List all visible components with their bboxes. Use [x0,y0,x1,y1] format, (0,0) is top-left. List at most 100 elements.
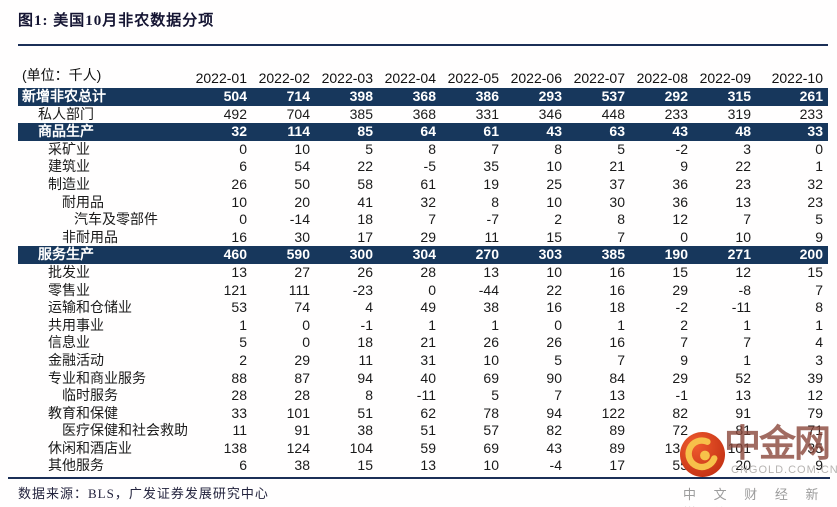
value-cell: 13 [483,263,499,280]
value-cell: 10 [231,193,247,210]
value-cell: 78 [483,404,499,421]
value-cell: 1 [491,316,499,333]
value-cell: 89 [609,422,625,439]
value-cell: 1 [617,316,625,333]
value-cell: 15 [807,263,823,280]
value-cell: 21 [609,158,625,175]
value-cell: 52 [735,369,751,386]
value-cell: 26 [231,175,247,192]
value-cell: 5 [815,211,823,228]
value-cell: 7 [743,211,751,228]
value-cell: 35 [483,158,499,175]
value-cell: 6 [239,457,247,474]
value-cell: 346 [538,105,562,122]
row-label: 私人部门 [38,105,94,122]
table-row: 医疗保健和社会救助 11 91 38 51 57 82 89 72 81 71 [18,422,828,440]
value-cell: 69 [483,439,499,456]
value-cell: 30 [609,193,625,210]
value-cell: 21 [420,334,436,351]
value-cell: 15 [357,457,373,474]
value-cell: 5 [554,351,562,368]
table-row: 临时服务 28 28 8 -11 5 7 13 -1 13 12 [18,387,828,405]
value-cell: 13 [735,193,751,210]
value-cell: 10 [483,351,499,368]
value-cell: 12 [672,211,688,228]
unit-label: (单位：千人) [22,67,102,83]
value-cell: -8 [738,281,751,298]
value-cell: 7 [428,211,436,228]
value-cell: 36 [672,175,688,192]
column-header: 2022-03 [321,70,373,86]
value-cell: 22 [357,158,373,175]
table-row: 批发业 13 27 26 28 13 10 16 15 12 15 [18,264,828,282]
value-cell: 537 [601,88,625,104]
value-cell: 16 [609,334,625,351]
value-cell: 504 [223,88,247,104]
value-cell: 43 [546,439,562,456]
value-cell: 72 [672,422,688,439]
value-cell: 18 [357,334,373,351]
value-cell: 303 [538,246,562,263]
watermark-domain: CNGOLD.COM.CN [731,464,837,476]
value-cell: 38 [294,457,310,474]
value-cell: -5 [423,158,436,175]
value-cell: 2 [239,351,247,368]
value-cell: 5 [365,140,373,157]
value-cell: 20 [735,457,751,474]
value-cell: 20 [294,193,310,210]
value-cell: 61 [483,123,499,140]
value-cell: 0 [680,228,688,245]
table-row: 耐用品 10 20 41 32 8 10 30 36 13 23 [18,194,828,212]
value-cell: 81 [735,422,751,439]
value-cell: 7 [680,334,688,351]
table-row: 新增非农总计 504 714 398 368 386 293 537 292 315 261 [18,88,828,106]
column-header: 2022-02 [258,70,310,86]
value-cell: 261 [799,88,823,104]
value-cell: 41 [357,193,373,210]
value-cell: 63 [609,123,625,140]
value-cell: 30 [294,228,310,245]
value-cell: 11 [232,422,247,439]
value-cell: -44 [478,281,499,298]
value-cell: 101 [727,439,751,456]
value-cell: 26 [357,263,373,280]
value-cell: 0 [428,281,436,298]
value-cell: 29 [294,351,310,368]
value-cell: 293 [538,88,562,104]
value-cell: 36 [672,193,688,210]
value-cell: -1 [360,316,373,333]
value-cell: 0 [239,140,247,157]
value-cell: 1 [815,158,823,175]
value-cell: 386 [475,88,499,104]
value-cell: 8 [428,140,436,157]
table-row: 采矿业 0 10 5 8 7 8 5 -2 3 0 [18,141,828,159]
row-label: 教育和保健 [48,404,118,421]
value-cell: 271 [727,246,751,263]
value-cell: 79 [807,404,823,421]
value-cell: 304 [412,246,436,263]
value-cell: 82 [546,422,562,439]
value-cell: 714 [286,88,310,104]
value-cell: 38 [357,422,373,439]
value-cell: 10 [294,140,310,157]
row-label: 制造业 [48,175,90,192]
value-cell: 448 [601,105,625,122]
value-cell: 111 [288,281,310,298]
value-cell: 2 [680,316,688,333]
value-cell: 7 [554,387,562,404]
column-header: 2022-10 [771,70,823,86]
row-label: 其他服务 [48,457,104,474]
value-cell: 12 [735,263,751,280]
table-body: 新增非农总计 504 714 398 368 386 293 537 292 315 261 私人部门… [18,88,828,475]
value-cell: 40 [420,369,436,386]
value-cell: 8 [815,299,823,316]
value-cell: 28 [294,387,310,404]
column-header: 2022-04 [384,70,436,86]
value-cell: 32 [231,123,247,140]
value-cell: 315 [727,88,751,104]
value-cell: 18 [357,211,373,228]
value-cell: 16 [609,263,625,280]
value-cell: -11 [731,299,751,316]
row-label: 新增非农总计 [22,88,106,104]
value-cell: 33 [231,404,247,421]
